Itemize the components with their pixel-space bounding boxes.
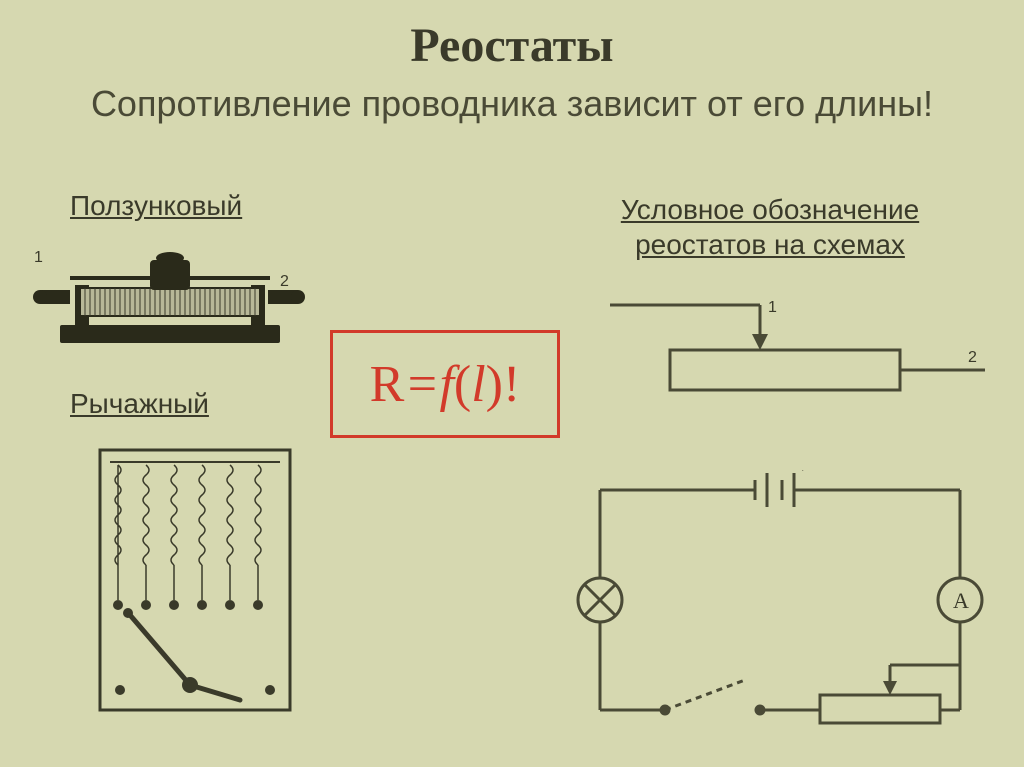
page-title: Реостаты bbox=[0, 0, 1024, 73]
rheostat-symbol-diagram: 1 2 bbox=[590, 290, 990, 420]
slider-rheostat-diagram: 1 2 bbox=[30, 230, 310, 360]
symbol-terminal-2: 2 bbox=[968, 349, 977, 366]
formula-rparen: ) bbox=[486, 356, 503, 413]
lever-rheostat-diagram bbox=[90, 440, 300, 720]
label-symbol-line1: Условное обозначение bbox=[621, 194, 919, 225]
formula-R: R bbox=[370, 356, 405, 413]
slider-terminal-1: 1 bbox=[34, 249, 43, 266]
label-lever-rheostat: Рычажный bbox=[70, 388, 209, 420]
slider-terminal-2: 2 bbox=[280, 273, 289, 290]
formula-f: f bbox=[439, 356, 453, 413]
circuit-diagram: − + А bbox=[570, 470, 990, 750]
page-subtitle: Сопротивление проводника зависит от его … bbox=[0, 83, 1024, 125]
label-symbol-heading: Условное обозначение реостатов на схемах bbox=[560, 192, 980, 262]
battery-minus: − bbox=[742, 470, 751, 476]
formula-eq: = bbox=[404, 356, 439, 413]
formula-var: l bbox=[471, 356, 485, 413]
symbol-terminal-1: 1 bbox=[768, 299, 777, 316]
formula-lparen: ( bbox=[454, 356, 471, 413]
formula-excl: ! bbox=[503, 356, 520, 413]
label-slider-rheostat: Ползунковый bbox=[70, 190, 242, 222]
ammeter-label: А bbox=[953, 588, 969, 613]
label-symbol-line2: реостатов на схемах bbox=[635, 229, 905, 260]
formula-text: R=f(l)! bbox=[370, 355, 521, 414]
battery-plus: + bbox=[798, 470, 807, 476]
formula-box: R=f(l)! bbox=[330, 330, 560, 438]
